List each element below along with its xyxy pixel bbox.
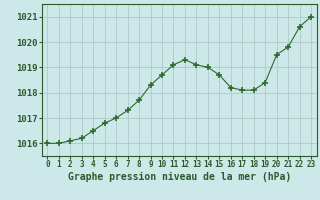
X-axis label: Graphe pression niveau de la mer (hPa): Graphe pression niveau de la mer (hPa) <box>68 172 291 182</box>
